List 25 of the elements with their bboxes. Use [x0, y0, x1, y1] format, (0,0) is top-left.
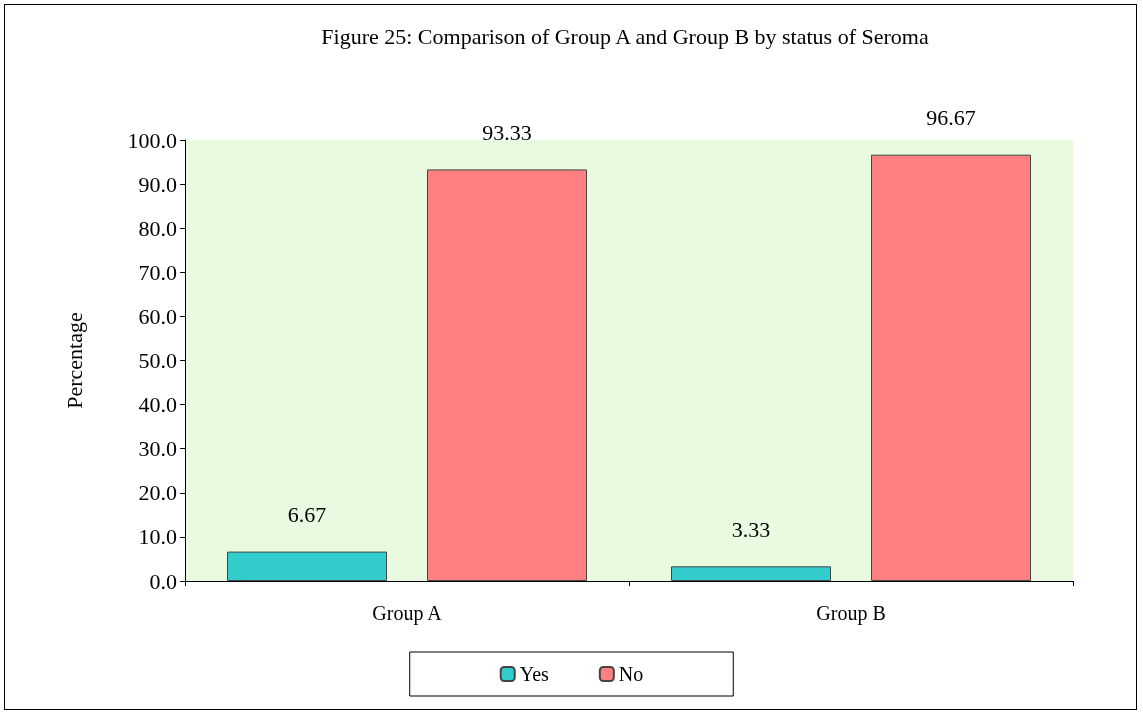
data-label: 96.67	[926, 105, 976, 131]
y-tick-label: 40.0	[138, 392, 177, 418]
y-tick-label: 70.0	[138, 259, 177, 285]
y-tick-label: 30.0	[138, 436, 177, 462]
y-tick-label: 100.0	[127, 127, 177, 153]
bar	[671, 566, 831, 581]
chart-title: Figure 25: Comparison of Group A and Group B by status of Seroma	[321, 23, 929, 49]
x-tick-label: Group A	[372, 602, 443, 625]
y-tick-label: 50.0	[138, 348, 177, 373]
y-tick-label: 60.0	[138, 303, 177, 329]
data-label: 6.67	[287, 502, 327, 528]
bar	[871, 154, 1031, 581]
y-tick-label: 10.0	[138, 524, 177, 550]
bar	[427, 169, 587, 581]
legend-label: Yes	[519, 663, 550, 685]
x-tick-label: Group B	[816, 602, 886, 625]
y-tick-label: 0.0	[149, 568, 177, 594]
y-axis-title: Percentage	[61, 312, 87, 409]
legend-label: No	[618, 663, 644, 685]
y-tick-label: 80.0	[138, 215, 177, 241]
bar	[227, 551, 387, 581]
data-label: 3.33	[731, 516, 771, 542]
y-tick-label: 20.0	[138, 480, 177, 506]
data-label: 93.33	[482, 119, 532, 145]
y-tick-label: 90.0	[138, 171, 177, 197]
